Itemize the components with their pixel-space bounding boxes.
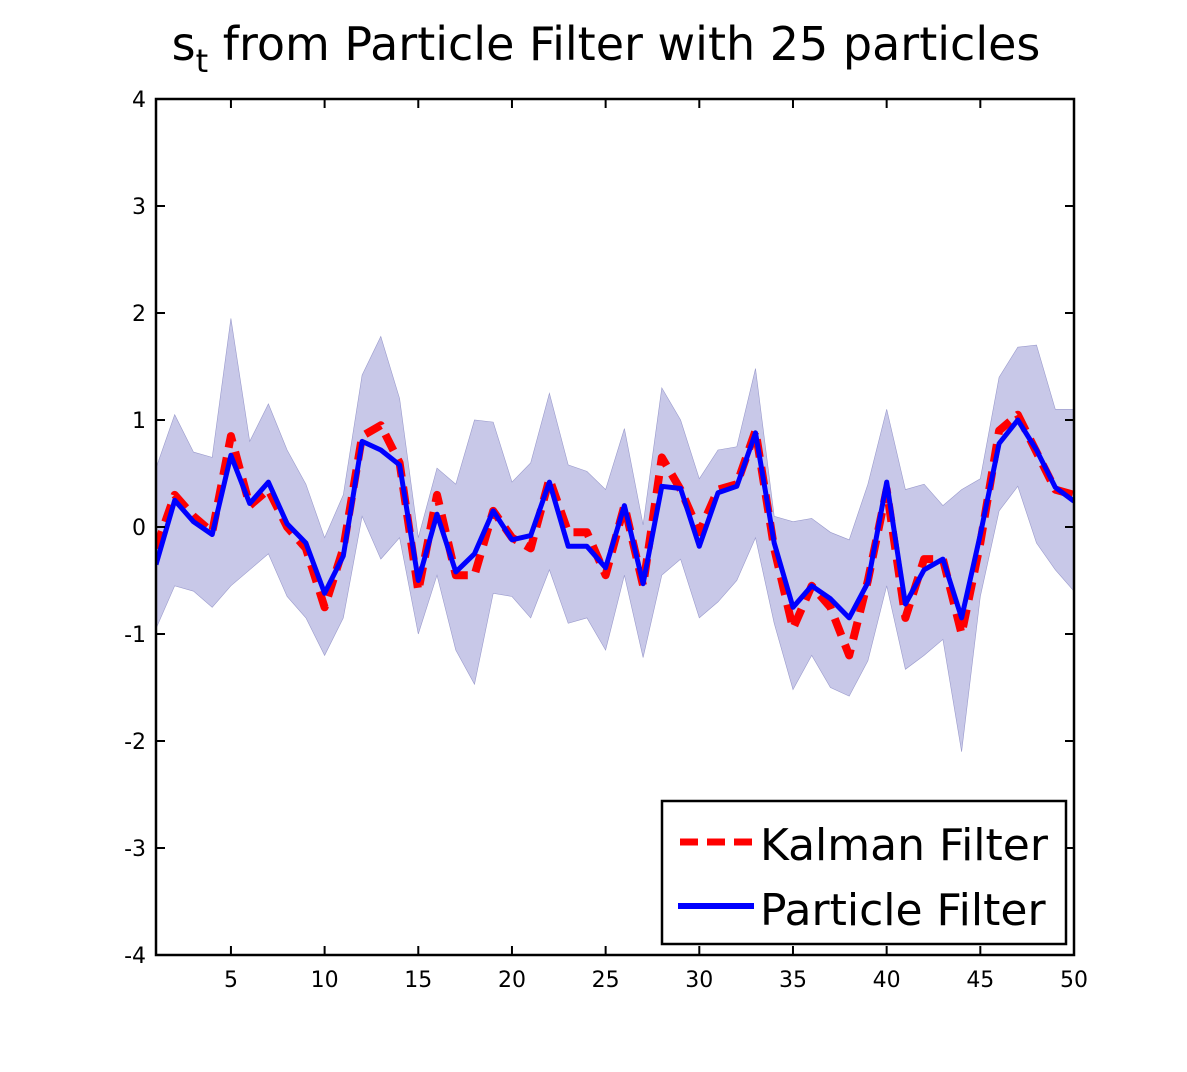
x-tick-label: 50 [1060,968,1088,993]
series-line-particle [156,417,1074,621]
x-tick-label: 25 [592,968,620,993]
x-tick-label: 35 [779,968,807,993]
title-subscript: t [196,42,209,80]
legend-label-particle: Particle Filter [760,885,1046,936]
x-tick-label: 15 [404,968,432,993]
x-tick-label: 5 [224,968,238,993]
y-tick-label: -2 [124,730,146,755]
legend: Kalman Filter Particle Filter [660,799,1068,946]
y-tick-label: 3 [132,195,146,220]
legend-box [660,799,1068,946]
y-tick-label: 1 [132,409,146,434]
y-tick-label: 4 [132,88,146,113]
legend-label-kalman: Kalman Filter [760,820,1049,871]
title-symbol: s [172,17,196,71]
x-tick-label: 30 [685,968,713,993]
series-layer [156,410,1074,660]
x-tick-label: 20 [498,968,526,993]
y-tick-label: -1 [124,623,146,648]
ticks-layer: 5 10 15 20 25 30 35 40 45 50 -4 -3 -2 -1 0 1 2 3 4 [124,88,1088,993]
x-tick-label: 45 [966,968,994,993]
x-tick-label: 10 [311,968,339,993]
chart-title: st from Particle Filter with 25 particle… [172,17,1041,80]
x-tick-label: 40 [873,968,901,993]
y-tick-label: -3 [124,837,146,862]
y-tick-label: 0 [132,516,146,541]
y-tick-label: -4 [124,944,146,969]
title-rest: from Particle Filter with 25 particles [208,17,1040,71]
y-tick-label: 2 [132,302,146,327]
